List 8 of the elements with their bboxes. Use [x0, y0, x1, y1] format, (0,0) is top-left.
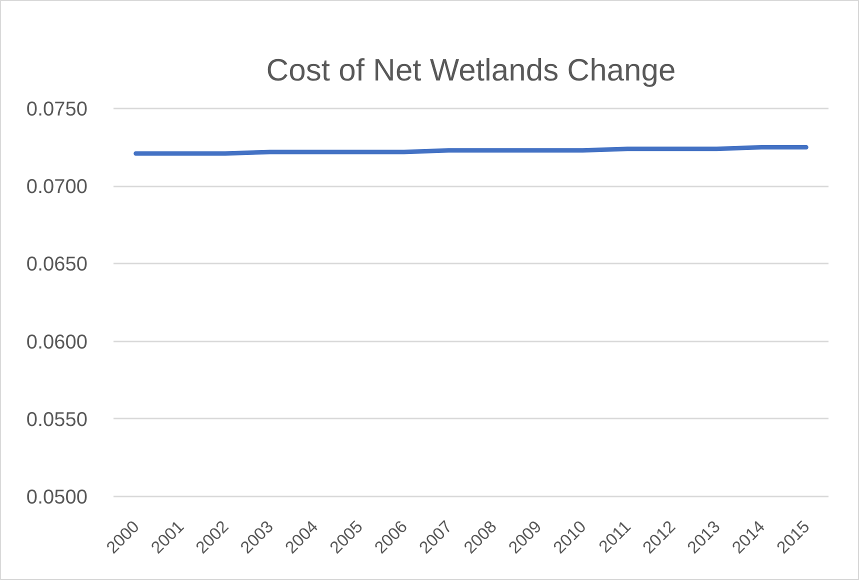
line-series: [134, 145, 808, 156]
y-tick-label: 0.0700: [26, 176, 88, 198]
y-tick-label: 0.0650: [26, 254, 88, 276]
chart-title: Cost of Net Wetlands Change: [266, 52, 676, 88]
y-tick-label: 0.0550: [26, 408, 88, 431]
y-tick-label: 0.0600: [26, 331, 88, 354]
y-tick-label: 0.0750: [26, 98, 88, 120]
y-tick-label: 0.0500: [26, 486, 88, 509]
